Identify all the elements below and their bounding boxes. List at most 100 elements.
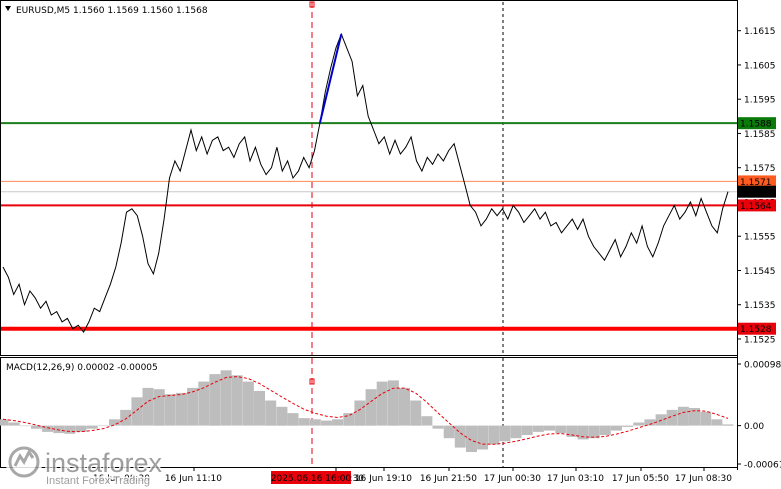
macd-bar <box>86 425 98 429</box>
price-tag-2: 1.1568 <box>740 188 772 198</box>
macd-bar <box>321 420 332 426</box>
macd-bar <box>142 387 154 426</box>
time-tick-5: 17 Jun 00:30 <box>484 474 541 484</box>
macd-bar <box>454 425 466 448</box>
price-tag-box-4 <box>738 322 776 335</box>
price-panel-frame <box>0 0 738 356</box>
impulse-segment <box>318 33 343 124</box>
watermark-brand: instaforex <box>45 448 163 478</box>
macd-bar <box>242 381 254 426</box>
price-tick-6: 1.1555 <box>744 233 776 243</box>
price-line <box>2 32 729 334</box>
price-tag-box-3 <box>738 199 776 212</box>
macd-bar <box>622 425 634 427</box>
macd-signal-path <box>2 376 729 445</box>
macd-tick-2: -0.00061 <box>744 461 781 471</box>
collapse-triangle-icon[interactable] <box>5 6 11 11</box>
price-tag-box-2 <box>738 185 776 198</box>
price-tick-0: 1.1615 <box>744 27 776 37</box>
macd-bar <box>31 425 42 429</box>
macd-bar <box>164 394 176 426</box>
price-tick-2: 1.1595 <box>744 96 776 106</box>
time-tick-7: 17 Jun 05:50 <box>612 474 669 484</box>
time-tick-1: 16 Jun 11:10 <box>165 474 222 484</box>
level-lines <box>1 122 737 331</box>
svg-text:instaforex: instaforex <box>45 448 163 478</box>
event-marker-top <box>309 1 315 8</box>
macd-bar <box>544 425 555 431</box>
price-tick-8: 1.1535 <box>744 301 776 311</box>
macd-bar <box>198 381 210 426</box>
macd-bar <box>421 416 433 426</box>
macd-bar <box>276 406 288 426</box>
macd-bar <box>599 425 611 435</box>
macd-bar <box>332 419 344 426</box>
macd-bar <box>477 425 489 450</box>
macd-bar <box>376 381 388 426</box>
macd-bar <box>700 411 712 426</box>
macd-bar <box>354 400 366 426</box>
price-tick-3: 1.1585 <box>744 130 776 140</box>
price-tag-box-0 <box>738 117 776 130</box>
macd-bar <box>410 400 422 426</box>
macd-bar <box>510 425 522 439</box>
macd-bar <box>64 425 76 434</box>
time-tick-8: 17 Jun 08:30 <box>675 474 732 484</box>
instaforex-logo: instaforex instaforex Instant Forex Trad… <box>5 443 164 489</box>
macd-bar <box>187 387 199 426</box>
macd-bar <box>309 419 321 426</box>
macd-bar <box>577 425 589 440</box>
price-tag-0: 1.1588 <box>740 120 772 130</box>
macd-bar <box>42 425 54 432</box>
macd-bar <box>722 424 734 426</box>
event-marker-bottom <box>309 378 315 385</box>
macd-bar <box>231 375 243 426</box>
watermark-tagline: Instant Forex Trading <box>46 475 150 487</box>
macd-bar <box>365 389 377 426</box>
macd-bar <box>499 425 511 442</box>
macd-bar <box>399 387 410 426</box>
macd-bar <box>298 418 310 426</box>
price-tick-4: 1.1575 <box>744 164 776 174</box>
macd-bar <box>343 413 355 426</box>
macd-bar <box>443 425 455 439</box>
macd-bar <box>555 425 567 434</box>
price-tick-1: 1.1605 <box>744 61 776 71</box>
macd-bar <box>153 389 165 426</box>
price-tag-box-1 <box>738 175 776 188</box>
time-tick-6: 17 Jun 03:10 <box>547 474 604 484</box>
macd-bar <box>176 392 187 426</box>
macd-bar <box>97 425 109 427</box>
macd-bar <box>120 409 132 426</box>
macd-axis: 0.00098 0.00 -0.00061 <box>737 361 781 471</box>
symbol-ohlc-header: EURUSD,M5 1.1560 1.1569 1.1560 1.1568 <box>16 6 208 16</box>
macd-bar <box>109 419 120 426</box>
macd-bar <box>209 374 221 426</box>
macd-bar <box>75 425 87 432</box>
price-tag-1: 1.1571 <box>740 178 772 188</box>
impulse-line <box>318 33 343 124</box>
macd-bar <box>287 413 299 426</box>
macd-bar <box>53 425 65 434</box>
macd-bar <box>131 397 143 426</box>
macd-bar <box>588 425 600 439</box>
time-tick-0: 16 Jun 08:30 <box>93 474 150 484</box>
macd-label: MACD(12,26,9) 0.00002 -0.00005 <box>6 363 158 373</box>
macd-bar <box>666 409 678 426</box>
macd-bar <box>689 408 700 426</box>
macd-tick-1: 0.00 <box>744 422 764 432</box>
time-tick-4: 16 Jun 21:50 <box>420 474 477 484</box>
price-tag-3: 1.1564 <box>740 202 772 212</box>
time-highlight-box <box>271 471 351 484</box>
macd-bar <box>432 425 444 429</box>
macd-bar <box>19 425 31 427</box>
macd-bar <box>711 419 723 426</box>
macd-bar <box>466 425 477 452</box>
macd-bar <box>0 419 9 426</box>
logo-swoosh-icon <box>13 449 35 467</box>
price-tick-9: 1.1525 <box>744 335 776 345</box>
macd-bar <box>254 391 265 426</box>
